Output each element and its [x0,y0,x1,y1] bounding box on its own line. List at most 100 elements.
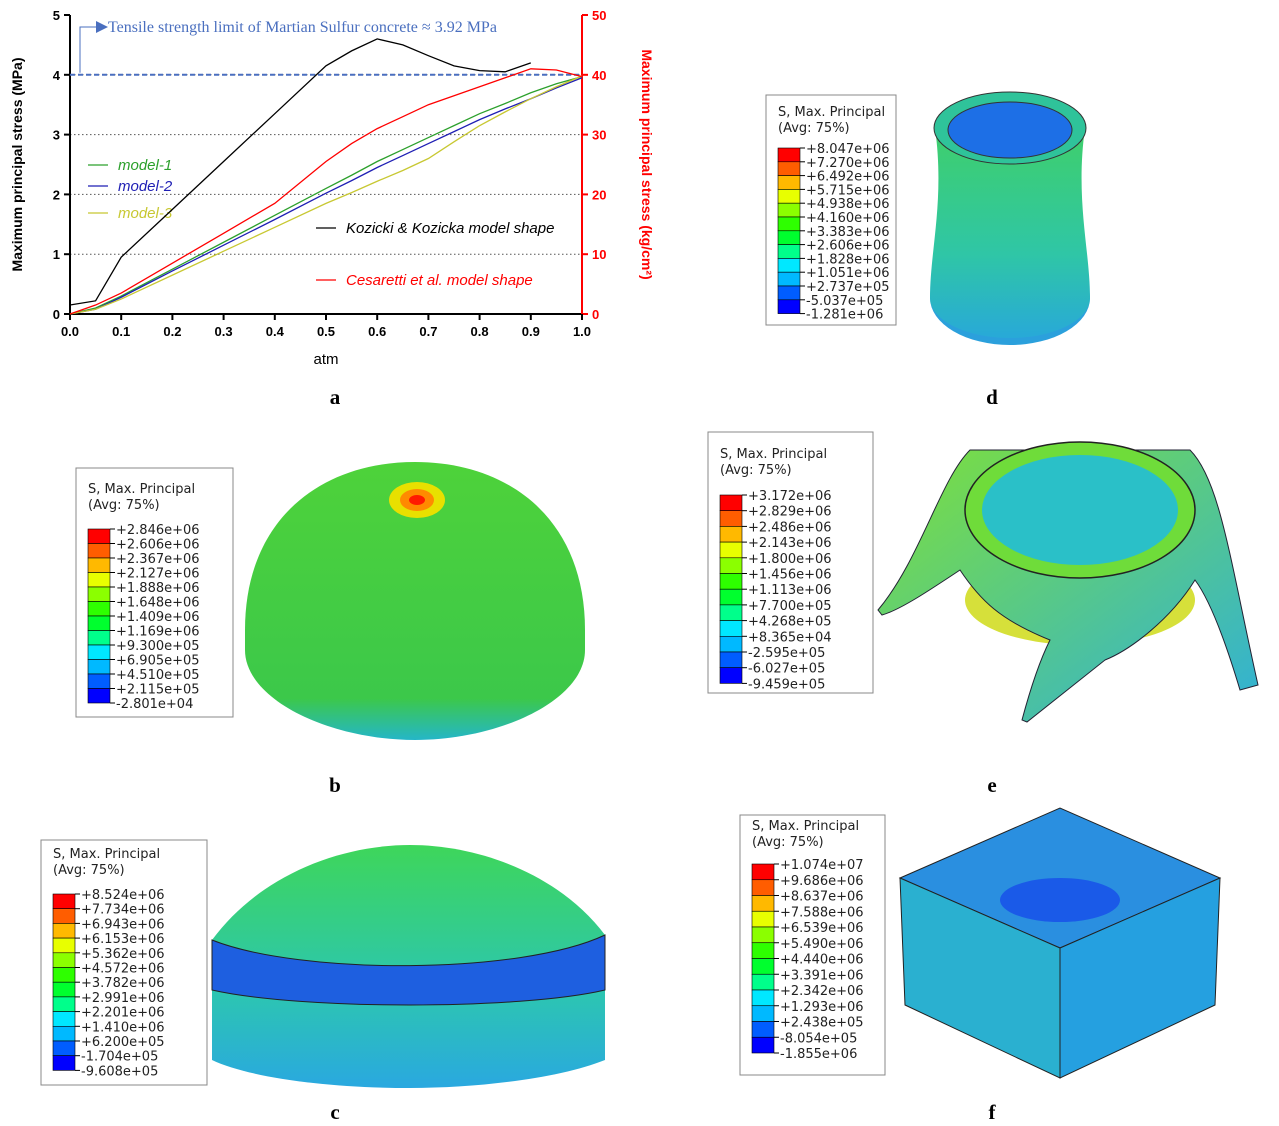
legend-label: model-2 [118,178,173,195]
legend-value: +1.456e+06 [748,568,832,583]
model-b-render [245,462,585,740]
legend-value: +3.172e+06 [748,489,832,504]
legend-value: +1.828e+06 [806,252,890,267]
legend-value: +1.169e+06 [116,625,200,640]
y-tick-label: 0 [53,307,60,322]
panel-label: b [329,773,341,797]
legend-value: +9.686e+06 [780,874,864,889]
legend-value: +2.115e+05 [116,683,200,698]
color-band [778,286,800,300]
model-d-render [930,92,1090,345]
color-band [720,542,742,558]
y-tick-label: 3 [53,128,60,143]
legend-value: +2.737e+05 [806,280,890,295]
legend-subtitle: (Avg: 75%) [53,863,125,878]
model-f-render [900,808,1220,1078]
y2-axis-label: Maximum principal stress (kg/cm²) [639,49,655,279]
legend-value: +8.637e+06 [780,890,864,905]
legend-value: +8.047e+06 [806,142,890,157]
legend-value: +2.846e+06 [116,523,200,538]
color-band [88,544,110,559]
legend-title: S, Max. Principal [752,819,859,834]
color-band [88,674,110,689]
color-band [88,573,110,588]
figure: 012345010203040500.00.10.20.30.40.50.60.… [0,0,1279,1126]
color-band [778,189,800,203]
legend-value: +2.201e+06 [81,1006,165,1021]
legend-value: +4.938e+06 [806,197,890,212]
model-e-render [878,442,1258,722]
legend-value: -1.281e+06 [806,308,883,323]
color-band [88,602,110,617]
legend-value: -2.595e+05 [748,646,825,661]
legend-title: S, Max. Principal [53,847,160,862]
y2-tick-label: 20 [592,187,606,202]
legend-value: +7.270e+06 [806,156,890,171]
contour-legend: S, Max. Principal(Avg: 75%) +2.846e+06 +2.… [76,468,233,717]
y2-tick-label: 50 [592,8,606,23]
legend-value: +6.153e+06 [81,932,165,947]
x-tick-label: 1.0 [573,324,591,339]
color-band [778,245,800,259]
legend-value: +8.365e+04 [748,630,832,645]
color-band [778,231,800,245]
y-tick-label: 4 [53,68,61,83]
legend-value: +1.293e+06 [780,1000,864,1015]
color-band [720,589,742,605]
color-band [752,1037,774,1053]
legend-value: +4.268e+05 [748,615,832,630]
color-band [778,176,800,190]
color-band [88,529,110,544]
y-axis-label: Maximum principal stress (MPa) [9,58,25,272]
y2-tick-label: 10 [592,247,606,262]
legend-label: Kozicki & Kozicka model shape [346,220,554,237]
y2-tick-label: 30 [592,128,606,143]
y2-tick-label: 40 [592,68,606,83]
color-band [53,938,75,953]
color-band [88,587,110,602]
panel-label: c [330,1100,339,1124]
legend-title: S, Max. Principal [778,105,885,120]
legend-value: +7.734e+06 [81,903,165,918]
x-tick-label: 0.3 [215,324,233,339]
legend-subtitle: (Avg: 75%) [88,498,160,513]
color-band [720,495,742,511]
panel-label: e [987,773,996,797]
legend-value: -1.704e+05 [81,1050,158,1065]
legend-value: +6.539e+06 [780,921,864,936]
y-tick-label: 1 [53,247,60,262]
legend-value: +2.438e+05 [780,1016,864,1031]
color-band [752,1022,774,1038]
color-band [752,911,774,927]
contour-legend: S, Max. Principal(Avg: 75%)+3.172e+06+2.… [708,432,873,693]
legend-value: +6.905e+05 [116,654,200,669]
legend-value: +1.410e+06 [81,1020,165,1035]
color-band [53,1026,75,1041]
legend-title: S, Max. Principal [88,482,195,497]
legend-value: +2.367e+06 [116,552,200,567]
model-c-render [212,845,605,1088]
legend-value: +6.943e+06 [81,917,165,932]
x-tick-label: 0.4 [266,324,285,339]
legend-subtitle: (Avg: 75%) [720,463,792,478]
legend-value: +1.409e+06 [116,610,200,625]
color-band [88,645,110,660]
legend-value: -2.801e+04 [116,697,193,712]
y-tick-label: 2 [53,187,60,202]
panel-label: d [986,385,998,409]
legend-value: -8.054e+05 [780,1031,857,1046]
legend-value: +8.524e+06 [81,888,165,903]
legend-value: +3.383e+06 [806,225,890,240]
legend-value: +1.051e+06 [806,266,890,281]
y2-tick-label: 0 [592,307,599,322]
arrow-head [96,21,108,33]
color-band [88,558,110,573]
legend-value: +1.113e+06 [748,583,832,598]
color-band [88,631,110,646]
legend-value: +2.829e+06 [748,505,832,520]
legend-value: -9.459e+05 [748,677,825,692]
legend-label: model-1 [118,157,172,174]
x-axis-label: atm [313,351,338,368]
color-band [778,300,800,314]
color-band [53,923,75,938]
